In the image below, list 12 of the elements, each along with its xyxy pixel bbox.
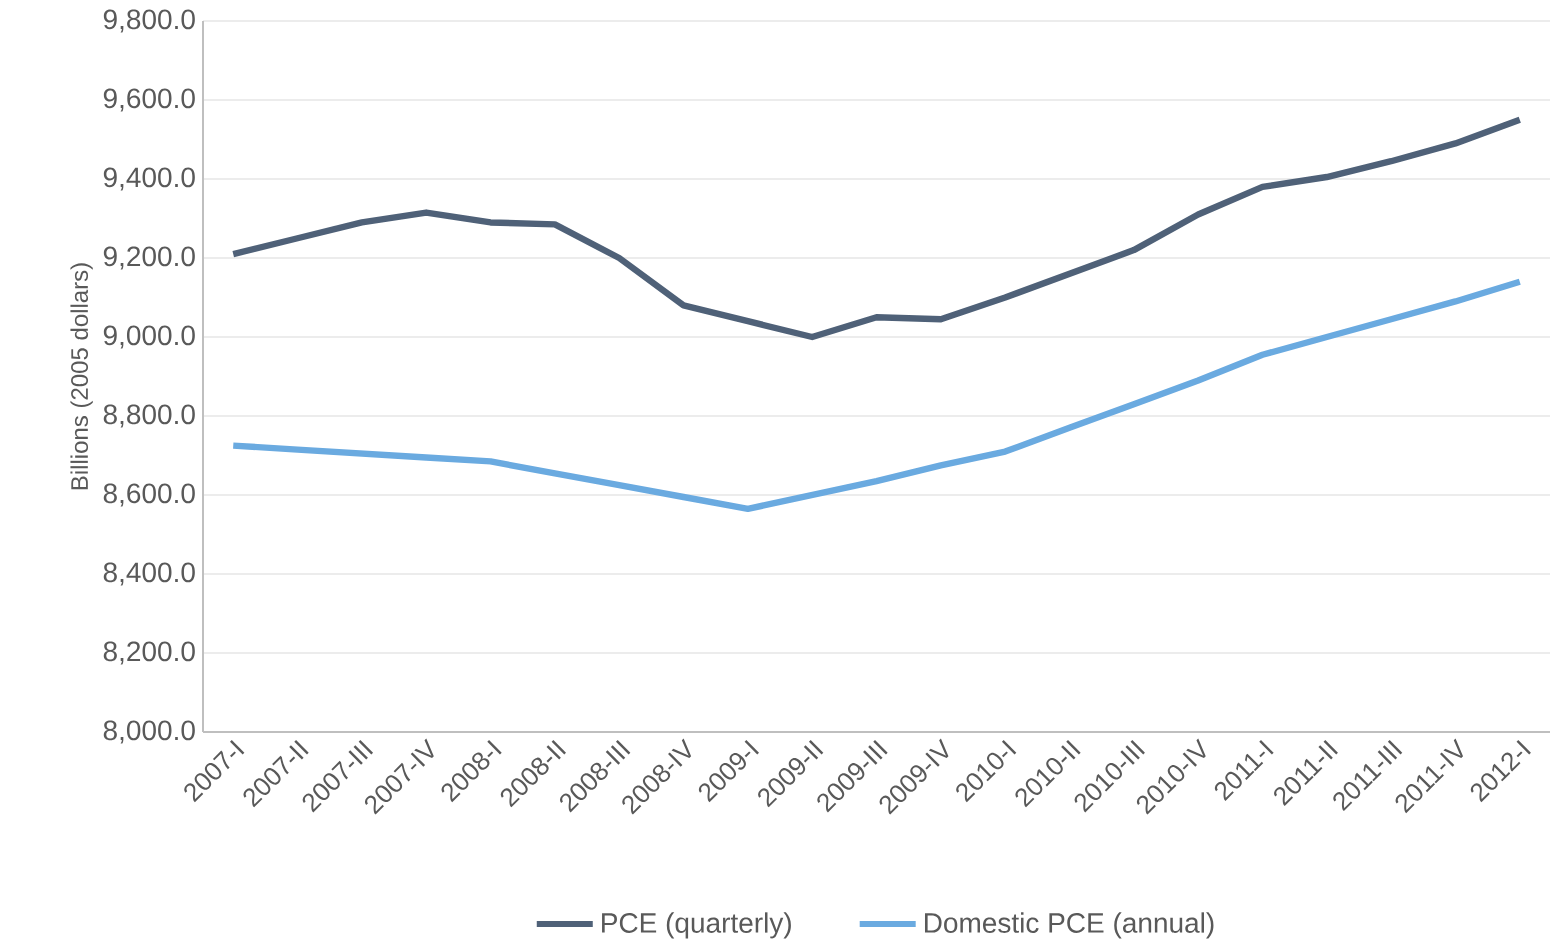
y-tick-label: 9,400.0 (103, 167, 195, 191)
y-tick-label: 9,200.0 (103, 246, 195, 270)
legend-label: Domestic PCE (annual) (924, 912, 1214, 939)
y-tick-label: 9,000.0 (103, 325, 195, 349)
y-tick-label: 9,800.0 (103, 9, 195, 33)
y-tick-label: 8,600.0 (103, 483, 195, 507)
y-tick-label: 8,800.0 (103, 404, 195, 428)
y-tick-label: 8,400.0 (103, 562, 195, 586)
y-axis-title: Billions (2005 dollars) (70, 263, 93, 490)
y-tick-label: 8,200.0 (103, 641, 195, 665)
legend-label: PCE (quarterly) (602, 912, 791, 939)
y-tick-label: 9,600.0 (103, 88, 195, 112)
